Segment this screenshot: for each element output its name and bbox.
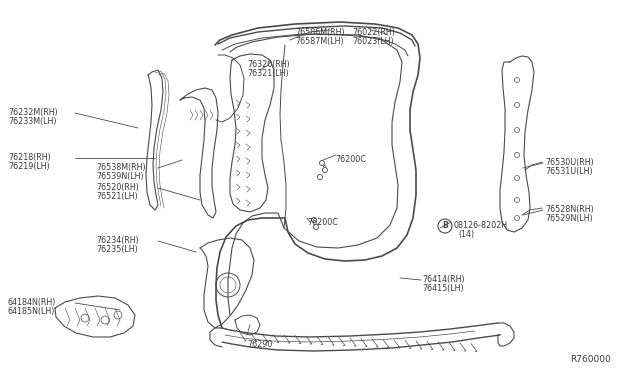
- Text: 76587M(LH): 76587M(LH): [295, 37, 344, 46]
- Text: 76521(LH): 76521(LH): [96, 192, 138, 201]
- Text: 76520(RH): 76520(RH): [96, 183, 139, 192]
- Text: 76320(RH): 76320(RH): [247, 60, 290, 69]
- Text: 76234(RH): 76234(RH): [96, 236, 139, 245]
- Text: 76530U(RH): 76530U(RH): [545, 158, 594, 167]
- Text: 76218(RH): 76218(RH): [8, 153, 51, 162]
- Text: 64184N(RH): 64184N(RH): [8, 298, 56, 307]
- Text: 64185N(LH): 64185N(LH): [8, 307, 56, 316]
- Text: 76528N(RH): 76528N(RH): [545, 205, 594, 214]
- Text: 76586M(RH): 76586M(RH): [295, 28, 344, 37]
- Text: 76415(LH): 76415(LH): [422, 284, 463, 293]
- Text: 76022(RH): 76022(RH): [352, 28, 395, 37]
- Text: 76414(RH): 76414(RH): [422, 275, 465, 284]
- Text: 76321(LH): 76321(LH): [247, 69, 289, 78]
- Text: 76200C: 76200C: [335, 155, 366, 164]
- Text: 76200C: 76200C: [307, 218, 338, 227]
- Text: 76235(LH): 76235(LH): [96, 245, 138, 254]
- Text: R760000: R760000: [570, 355, 611, 364]
- Text: 76290: 76290: [247, 340, 273, 349]
- Text: 76233M(LH): 76233M(LH): [8, 117, 56, 126]
- Text: 76529N(LH): 76529N(LH): [545, 214, 593, 223]
- Text: 76539N(LH): 76539N(LH): [96, 172, 143, 181]
- Text: 76219(LH): 76219(LH): [8, 162, 50, 171]
- Text: 76531U(LH): 76531U(LH): [545, 167, 593, 176]
- Text: 76023(LH): 76023(LH): [352, 37, 394, 46]
- Text: 76232M(RH): 76232M(RH): [8, 108, 58, 117]
- Text: 76538M(RH): 76538M(RH): [96, 163, 146, 172]
- Text: 08126-8202H: 08126-8202H: [453, 221, 507, 230]
- Text: (14): (14): [458, 230, 474, 239]
- Text: B: B: [442, 221, 448, 231]
